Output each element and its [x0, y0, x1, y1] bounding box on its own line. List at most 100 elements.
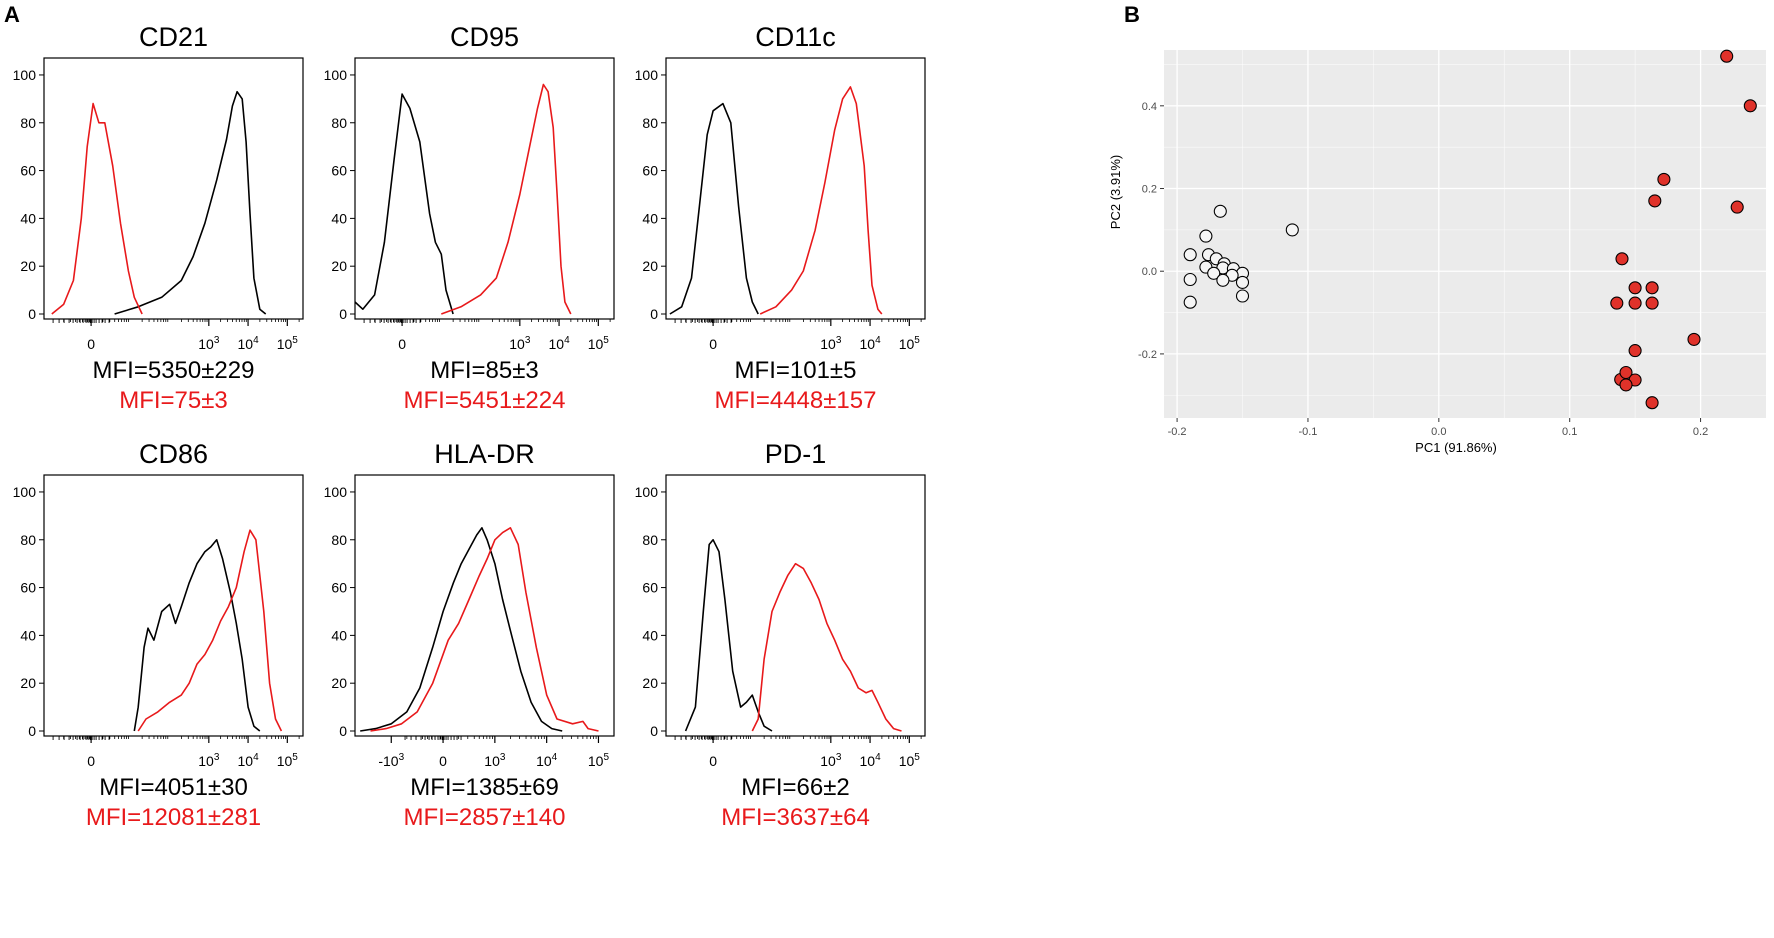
histogram-cd86: CD86 0 20 40 60 80 100 0 103 104 105 MFI=4051±30 MFI… — [13, 439, 304, 831]
histogram-title: CD95 — [450, 22, 519, 52]
y-tick-label: 20 — [331, 675, 347, 691]
x-tick-label: 105 — [899, 335, 921, 352]
scatter-point-white — [1235, 289, 1250, 303]
histogram-title: HLA-DR — [434, 439, 535, 469]
pca-scatter-panel: -0.2 -0.1 0.0 0.1 0.2 -0.2 0.0 0.2 0.4 PC1 (91.86… — [1108, 49, 1766, 455]
x-tick-label: 0 — [439, 753, 447, 769]
plot-frame — [43, 57, 304, 320]
mfi-red-label: MFI=4448±157 — [715, 387, 877, 414]
scatter-point-red — [1628, 296, 1642, 310]
scatter-point-red — [1743, 99, 1757, 113]
x-tick-label: 103 — [509, 335, 531, 352]
scatter-point-white — [1213, 204, 1227, 218]
plot-frame — [665, 57, 926, 320]
histogram-hla-dr: HLA-DR 0 20 40 60 80 100 -103 0 103 104 105 MFI=1385… — [324, 439, 615, 831]
x-tick-label: 105 — [899, 752, 921, 769]
mfi-black-label: MFI=85±3 — [430, 357, 539, 384]
scatter-point-white — [1199, 229, 1213, 243]
x-tick-label: 104 — [237, 335, 259, 352]
y-tick-label: 0 — [28, 723, 36, 739]
x-tick-label: 0 — [709, 753, 717, 769]
mfi-black-label: MFI=1385±69 — [410, 774, 559, 801]
scatter-point-red — [1687, 332, 1701, 346]
scatter-point-white — [1183, 295, 1197, 309]
y-tick-label: 0.0 — [1142, 266, 1157, 278]
y-tick-label: 40 — [20, 627, 36, 643]
y-tick-label: 0 — [28, 306, 36, 322]
x-tick-label: 103 — [198, 752, 220, 769]
mfi-red-label: MFI=3637±64 — [721, 804, 870, 831]
series-line-black — [360, 527, 563, 732]
y-tick-label: 40 — [642, 627, 658, 643]
y-tick-label: 0 — [339, 306, 347, 322]
y-tick-label: 0 — [650, 306, 658, 322]
x-tick-label: 0 — [87, 336, 95, 352]
x-tick-label: 103 — [820, 335, 842, 352]
mfi-red-label: MFI=12081±281 — [86, 804, 261, 831]
series-line-red — [51, 102, 143, 315]
y-tick-label: 40 — [642, 210, 658, 226]
scatter-point-red — [1628, 281, 1642, 295]
x-tick-label: 105 — [277, 335, 299, 352]
y-tick-label: 20 — [20, 675, 36, 691]
scatter-point-white — [1235, 275, 1250, 289]
series-line-red — [441, 83, 572, 315]
series-line-red — [370, 527, 599, 732]
plot-frame — [354, 474, 615, 737]
histogram-title: CD11c — [755, 22, 836, 52]
y-tick-label: 100 — [13, 67, 37, 83]
y-tick-label: -0.2 — [1138, 349, 1157, 361]
scatter-point-red — [1615, 252, 1629, 266]
x-tick-label: 104 — [536, 752, 558, 769]
mfi-red-label: MFI=2857±140 — [404, 804, 566, 831]
x-tick-label: 105 — [277, 752, 299, 769]
x-tick-label: -0.1 — [1298, 426, 1317, 438]
x-tick-label: 103 — [820, 752, 842, 769]
histogram-title: PD-1 — [765, 439, 827, 469]
y-tick-label: 40 — [20, 210, 36, 226]
x-tick-label: 0 — [398, 336, 406, 352]
series-line-black — [133, 539, 261, 732]
histogram-panels: CD21 0 20 40 60 80 100 0 103 104 105 MFI=5350±229 MF… — [13, 22, 926, 831]
y-tick-label: 60 — [331, 580, 347, 596]
x-tick-label: 103 — [198, 335, 220, 352]
x-tick-label: 0.0 — [1431, 426, 1446, 438]
mfi-black-label: MFI=4051±30 — [99, 774, 248, 801]
mfi-red-label: MFI=5451±224 — [404, 387, 566, 414]
y-axis-title: PC2 (3.91%) — [1108, 155, 1123, 229]
x-tick-label: -103 — [378, 752, 404, 769]
scatter-point-white — [1207, 266, 1221, 280]
histogram-title: CD21 — [139, 22, 208, 52]
series-line-black — [114, 90, 267, 315]
y-tick-label: 100 — [324, 484, 348, 500]
series-line-red — [137, 529, 283, 732]
scatter-point-red — [1628, 344, 1642, 358]
y-tick-label: 80 — [20, 115, 36, 131]
plot-frame — [665, 474, 926, 737]
y-tick-label: 20 — [642, 675, 658, 691]
series-line-black — [684, 539, 773, 732]
histogram-pd-1: PD-1 0 20 40 60 80 100 0 103 104 105 MFI=66±2 MFI=36… — [635, 439, 926, 831]
x-tick-label: 0 — [709, 336, 717, 352]
y-tick-label: 100 — [635, 67, 659, 83]
scatter-point-red — [1645, 296, 1659, 310]
y-tick-label: 0.4 — [1142, 101, 1157, 113]
x-tick-label: 104 — [548, 335, 570, 352]
x-tick-label: 104 — [859, 335, 881, 352]
y-tick-label: 60 — [331, 163, 347, 179]
mfi-black-label: MFI=5350±229 — [93, 357, 255, 384]
scatter-point-red — [1619, 378, 1633, 392]
y-tick-label: 60 — [20, 163, 36, 179]
x-tick-label: 104 — [859, 752, 881, 769]
histogram-title: CD86 — [139, 439, 208, 469]
series-line-red — [751, 562, 902, 732]
y-tick-label: 80 — [331, 115, 347, 131]
x-axis-title: PC1 (91.86%) — [1415, 440, 1497, 455]
y-tick-label: 100 — [635, 484, 659, 500]
y-tick-label: 40 — [331, 210, 347, 226]
scatter-point-white — [1183, 272, 1197, 287]
y-tick-label: 80 — [331, 532, 347, 548]
y-tick-label: 80 — [20, 532, 36, 548]
scatter-point-red — [1610, 296, 1624, 310]
